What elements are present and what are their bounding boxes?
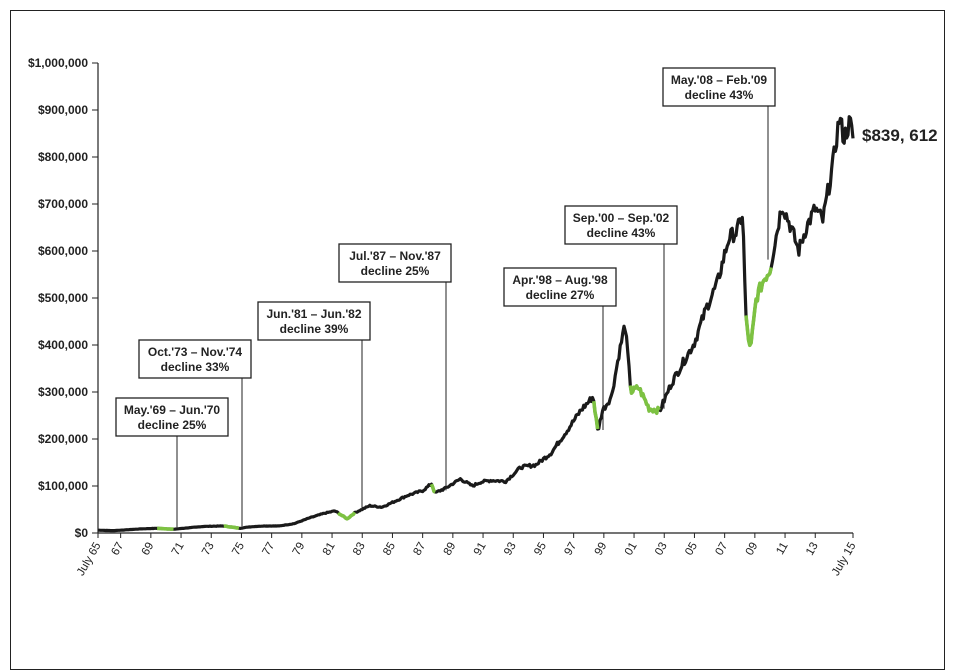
annotation-period: May.'08 – Feb.'09 xyxy=(671,73,768,87)
y-tick-label: $500,000 xyxy=(38,291,88,305)
y-tick-label: $900,000 xyxy=(38,103,88,117)
y-tick-label: $100,000 xyxy=(38,479,88,493)
annotation-period: Oct.'73 – Nov.'74 xyxy=(148,345,243,359)
annotation-box xyxy=(115,397,229,437)
y-tick-label: $700,000 xyxy=(38,197,88,211)
annotation-decline: decline 39% xyxy=(280,322,349,336)
y-tick-label: $800,000 xyxy=(38,150,88,164)
x-tick-label: 87 xyxy=(411,541,428,558)
annotation-decline: decline 43% xyxy=(685,88,754,102)
annotation-box xyxy=(338,243,452,283)
x-tick-label: 71 xyxy=(170,541,187,558)
annotation-period: Jun.'81 – Jun.'82 xyxy=(266,307,361,321)
annotation-decline: decline 43% xyxy=(587,226,656,240)
x-tick-label: 83 xyxy=(351,541,368,558)
y-tick-label: $0 xyxy=(75,526,89,540)
annotation-period: Apr.'98 – Aug.'98 xyxy=(512,273,608,287)
annotation-box xyxy=(138,339,252,379)
x-tick-label: 95 xyxy=(532,541,549,558)
decline-segment xyxy=(628,384,661,415)
x-tick-label: 09 xyxy=(744,541,761,558)
annotation-box xyxy=(662,67,776,107)
x-tick-label: 07 xyxy=(713,541,730,558)
y-axis: $0 $100,000 $200,000 $300,000 $400,000 $500,0… xyxy=(28,56,99,540)
decline-segment xyxy=(336,511,357,521)
x-tick-label: 97 xyxy=(562,541,579,558)
x-axis: July 65 67 69 71 73 75 77 79 81 83 85 87 89 91 93 95 97 9… xyxy=(75,532,859,579)
x-tick-label: 73 xyxy=(200,541,217,558)
annotation-period: Sep.'00 – Sep.'02 xyxy=(573,211,670,225)
x-tick-label: 03 xyxy=(653,541,670,558)
y-tick-label: $600,000 xyxy=(38,244,88,258)
x-tick-label: July 65 xyxy=(75,541,104,579)
series-layer xyxy=(97,115,855,533)
x-tick-label: 79 xyxy=(291,541,308,558)
x-tick-label: 75 xyxy=(230,541,247,558)
final-value-label: $839, 612 xyxy=(862,126,938,145)
x-tick-label: 85 xyxy=(381,541,398,558)
series-line xyxy=(97,115,855,533)
decline-highlights xyxy=(156,267,773,531)
x-tick-label: 13 xyxy=(804,541,821,558)
x-tick-label: July 15 xyxy=(830,541,859,579)
decline-segment xyxy=(592,401,600,430)
annotation-period: Jul.'87 – Nov.'87 xyxy=(349,249,441,263)
x-tick-label: 91 xyxy=(472,541,489,558)
y-tick-label: $400,000 xyxy=(38,338,88,352)
y-tick-label: $300,000 xyxy=(38,385,88,399)
decline-segment xyxy=(744,267,773,348)
annotation-box xyxy=(257,301,371,341)
decline-segment xyxy=(223,524,240,530)
x-tick-label: 01 xyxy=(623,541,640,558)
x-tick-label: 77 xyxy=(260,541,277,558)
annotation-decline: decline 25% xyxy=(138,418,207,432)
annotation-box xyxy=(503,267,617,307)
x-tick-label: 89 xyxy=(442,541,459,558)
annotation-box xyxy=(564,205,678,245)
x-tick-label: 05 xyxy=(683,541,700,558)
annotation-period: May.'69 – Jun.'70 xyxy=(124,403,221,417)
decline-segment xyxy=(156,526,174,531)
annotation-decline: decline 25% xyxy=(361,264,430,278)
annotation-decline: decline 27% xyxy=(526,288,595,302)
annotation-decline: decline 33% xyxy=(161,360,230,374)
decline-segment xyxy=(429,483,437,494)
y-tick-label: $1,000,000 xyxy=(28,56,88,70)
x-tick-label: 67 xyxy=(109,541,126,558)
x-tick-label: 99 xyxy=(593,541,610,558)
x-tick-label: 93 xyxy=(502,541,519,558)
x-tick-label: 69 xyxy=(140,541,157,558)
x-tick-label: 81 xyxy=(321,541,338,558)
y-tick-label: $200,000 xyxy=(38,432,88,446)
x-tick-label: 11 xyxy=(774,541,790,557)
